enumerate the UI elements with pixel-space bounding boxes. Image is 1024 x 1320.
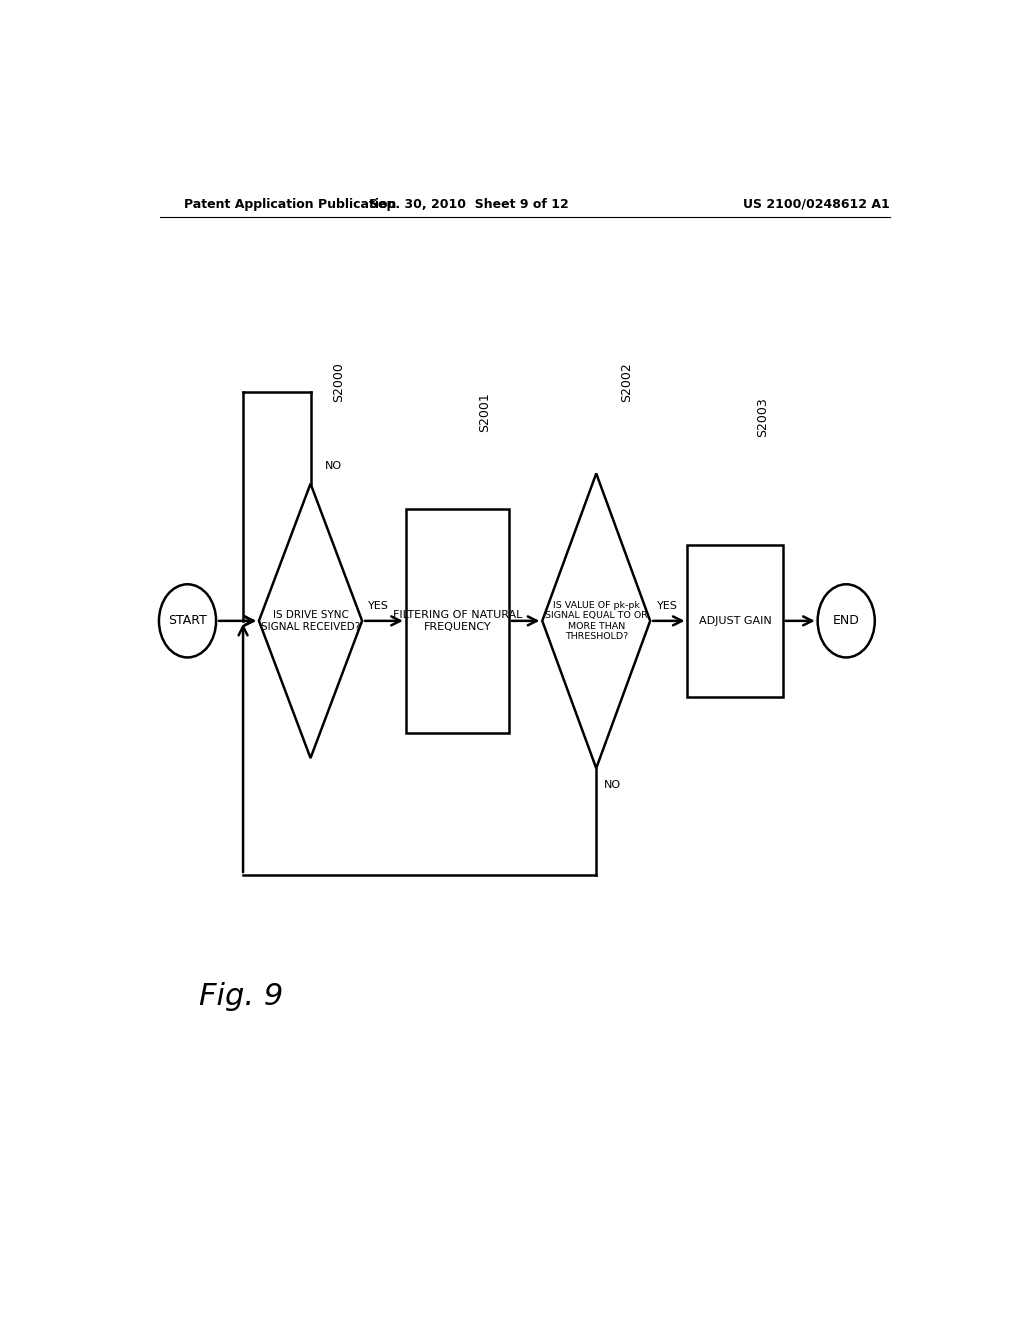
Bar xyxy=(406,510,509,733)
Bar xyxy=(687,545,782,697)
Text: US 2100/0248612 A1: US 2100/0248612 A1 xyxy=(743,198,890,211)
Text: ADJUST GAIN: ADJUST GAIN xyxy=(698,616,771,626)
Text: S2003: S2003 xyxy=(757,397,769,437)
Text: S2001: S2001 xyxy=(478,392,492,433)
Text: YES: YES xyxy=(656,601,678,611)
Text: YES: YES xyxy=(369,601,389,611)
Text: END: END xyxy=(833,614,859,627)
Text: Sep. 30, 2010  Sheet 9 of 12: Sep. 30, 2010 Sheet 9 of 12 xyxy=(370,198,569,211)
Text: Patent Application Publication: Patent Application Publication xyxy=(183,198,396,211)
Text: Fig. 9: Fig. 9 xyxy=(200,982,284,1011)
Text: S2002: S2002 xyxy=(620,362,633,401)
Text: FILTERING OF NATURAL
FREQUENCY: FILTERING OF NATURAL FREQUENCY xyxy=(392,610,522,632)
Text: IS DRIVE SYNC
SIGNAL RECEIVED?: IS DRIVE SYNC SIGNAL RECEIVED? xyxy=(261,610,360,632)
Text: NO: NO xyxy=(604,780,622,791)
Text: IS VALUE OF pk-pk
SIGNAL EQUAL TO OR
MORE THAN
THRESHOLD?: IS VALUE OF pk-pk SIGNAL EQUAL TO OR MOR… xyxy=(545,601,647,642)
Text: S2000: S2000 xyxy=(332,362,345,403)
Text: NO: NO xyxy=(325,462,342,471)
Text: START: START xyxy=(168,614,207,627)
